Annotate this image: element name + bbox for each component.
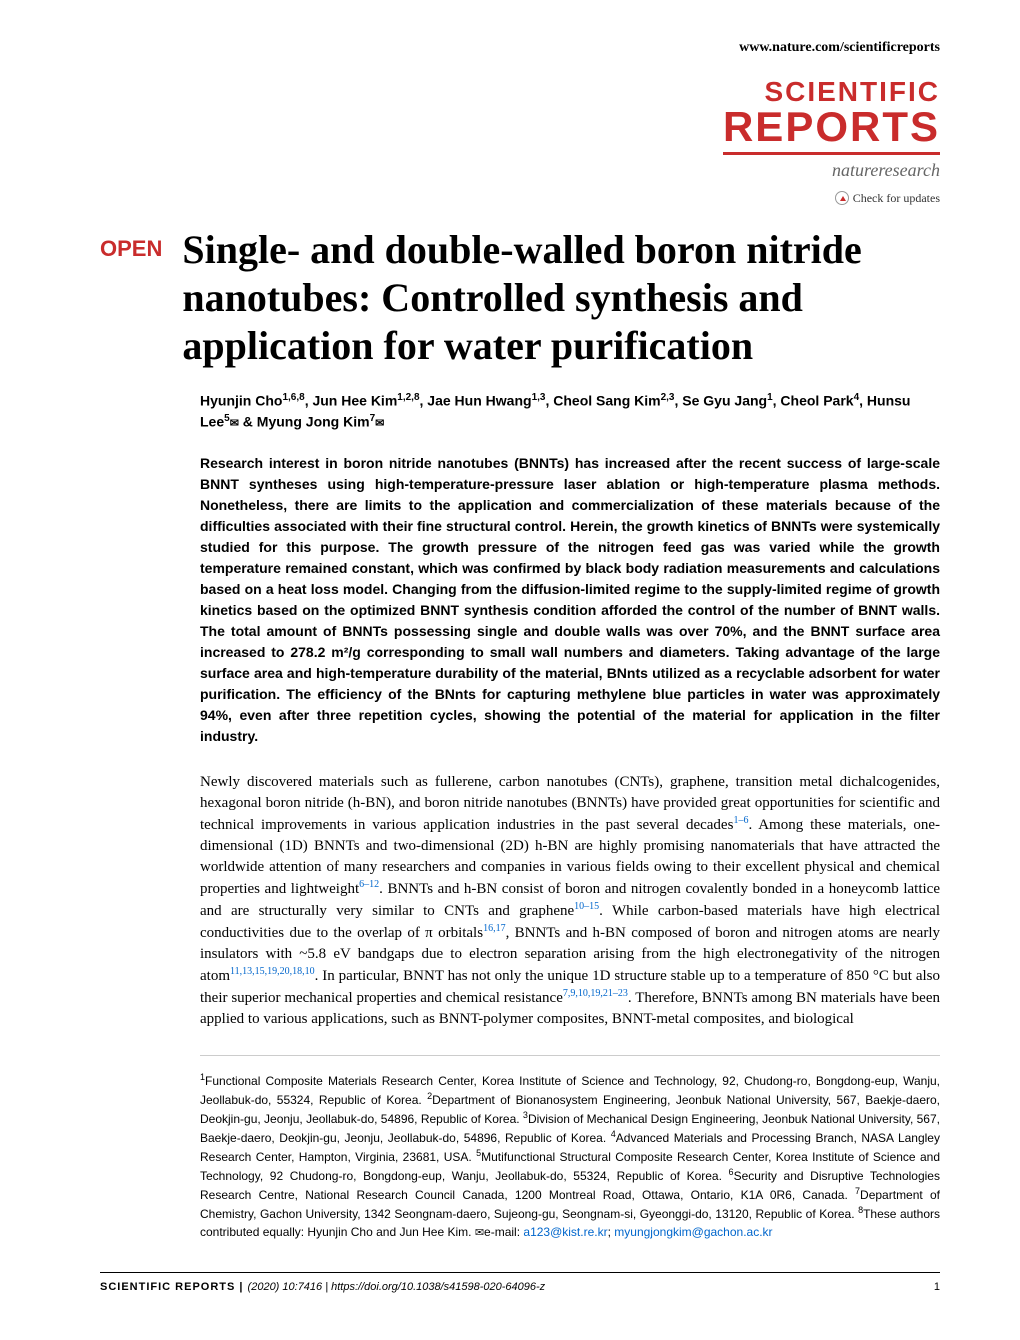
- logo-line2: REPORTS: [723, 108, 940, 155]
- reference-link[interactable]: 1–6: [733, 815, 748, 826]
- page-footer: SCIENTIFIC REPORTS | (2020) 10:7416 | ht…: [100, 1272, 940, 1293]
- check-updates-label: Check for updates: [853, 191, 940, 206]
- open-access-badge: OPEN: [100, 236, 162, 262]
- crossmark-icon: [835, 191, 849, 205]
- abstract-text: Research interest in boron nitride nanot…: [200, 453, 940, 747]
- affiliations-text: 1Functional Composite Materials Research…: [200, 1055, 940, 1242]
- authors-list: Hyunjin Cho1,6,8, Jun Hee Kim1,2,8, Jae …: [200, 390, 940, 433]
- reference-link[interactable]: 11,13,15,19,20,18,10: [230, 966, 315, 977]
- check-updates-link[interactable]: Check for updates: [100, 191, 940, 206]
- article-header: OPEN Single- and double-walled boron nit…: [100, 226, 940, 370]
- header-url[interactable]: www.nature.com/scientificreports: [100, 40, 940, 56]
- page-number: 1: [934, 1281, 940, 1293]
- page-container: www.nature.com/scientificreports SCIENTI…: [0, 0, 1020, 1323]
- body-paragraph: Newly discovered materials such as fulle…: [200, 772, 940, 1030]
- article-title: Single- and double-walled boron nitride …: [182, 226, 940, 370]
- reference-link[interactable]: 10–15: [574, 901, 599, 912]
- reference-link[interactable]: 16,17: [483, 923, 506, 934]
- logo-publisher: natureresearch: [100, 160, 940, 181]
- journal-logo: SCIENTIFIC REPORTS natureresearch: [100, 76, 940, 181]
- reference-link[interactable]: 7,9,10,19,21–23: [563, 988, 628, 999]
- footer-journal: SCIENTIFIC REPORTS: [100, 1281, 235, 1293]
- reference-link[interactable]: 6–12: [359, 879, 379, 890]
- footer-citation: SCIENTIFIC REPORTS | (2020) 10:7416 | ht…: [100, 1281, 545, 1293]
- footer-citation-text: (2020) 10:7416 | https://doi.org/10.1038…: [248, 1281, 546, 1293]
